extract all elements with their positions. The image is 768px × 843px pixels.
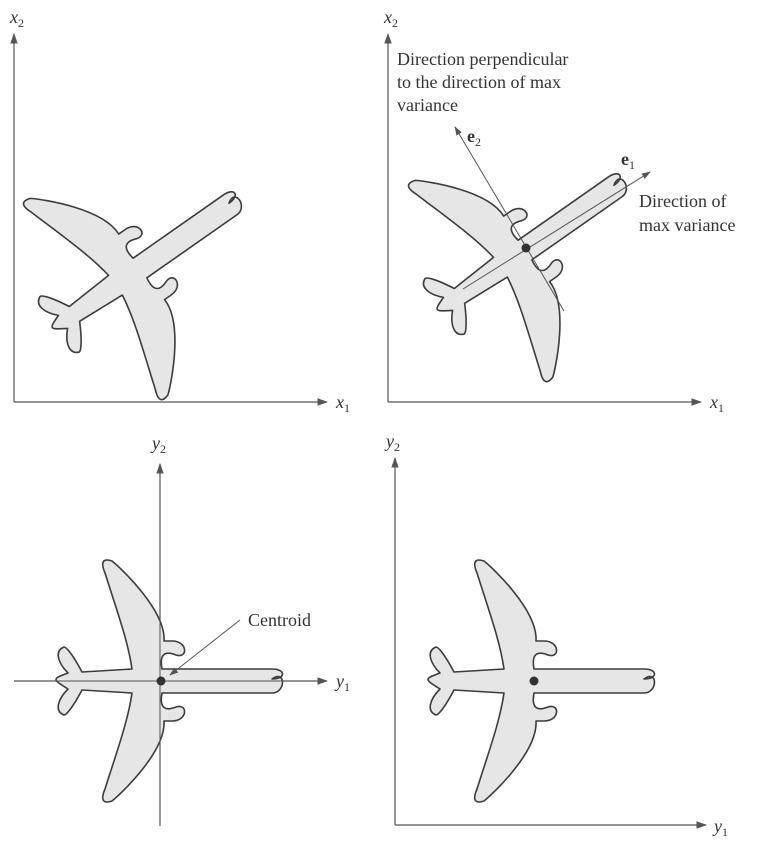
y1-axis-label: y1: [334, 671, 350, 694]
airplane-rotated: [367, 80, 694, 411]
panel-top-left: x2 x1: [0, 7, 350, 429]
centroid-dot: [521, 243, 531, 253]
x1-axis-label: x1: [709, 392, 724, 415]
y2-axis-label: y2: [150, 433, 166, 456]
max-variance-label: Direction of max variance: [639, 191, 735, 235]
centroid-dot: [156, 676, 166, 686]
x2-axis-label: x2: [383, 7, 398, 30]
e1-direction-line: [462, 171, 651, 290]
panel-top-right: x2 x1 Direction perpendicular to the dir…: [367, 7, 735, 415]
e1-label: e1: [621, 149, 635, 172]
centroid-label: Centroid: [248, 610, 311, 630]
y2-axis-label: y2: [384, 431, 400, 454]
e2-label: e2: [467, 126, 481, 149]
airplane-rotated: [0, 98, 309, 429]
y1-axis-label: y1: [712, 816, 728, 839]
e2-direction-line: [454, 126, 565, 312]
centroid-pointer: [169, 619, 241, 676]
x1-axis-label: x1: [335, 392, 350, 415]
x2-axis-label: x2: [9, 7, 24, 30]
panel-bottom-right: y2 y1: [384, 431, 728, 839]
panel-bottom-left: Centroid y2 y1: [14, 433, 350, 826]
airplane-aligned: [427, 559, 656, 803]
centroid-dot: [529, 676, 539, 686]
perpendicular-direction-label: Direction perpendicular to the direction…: [397, 49, 573, 115]
